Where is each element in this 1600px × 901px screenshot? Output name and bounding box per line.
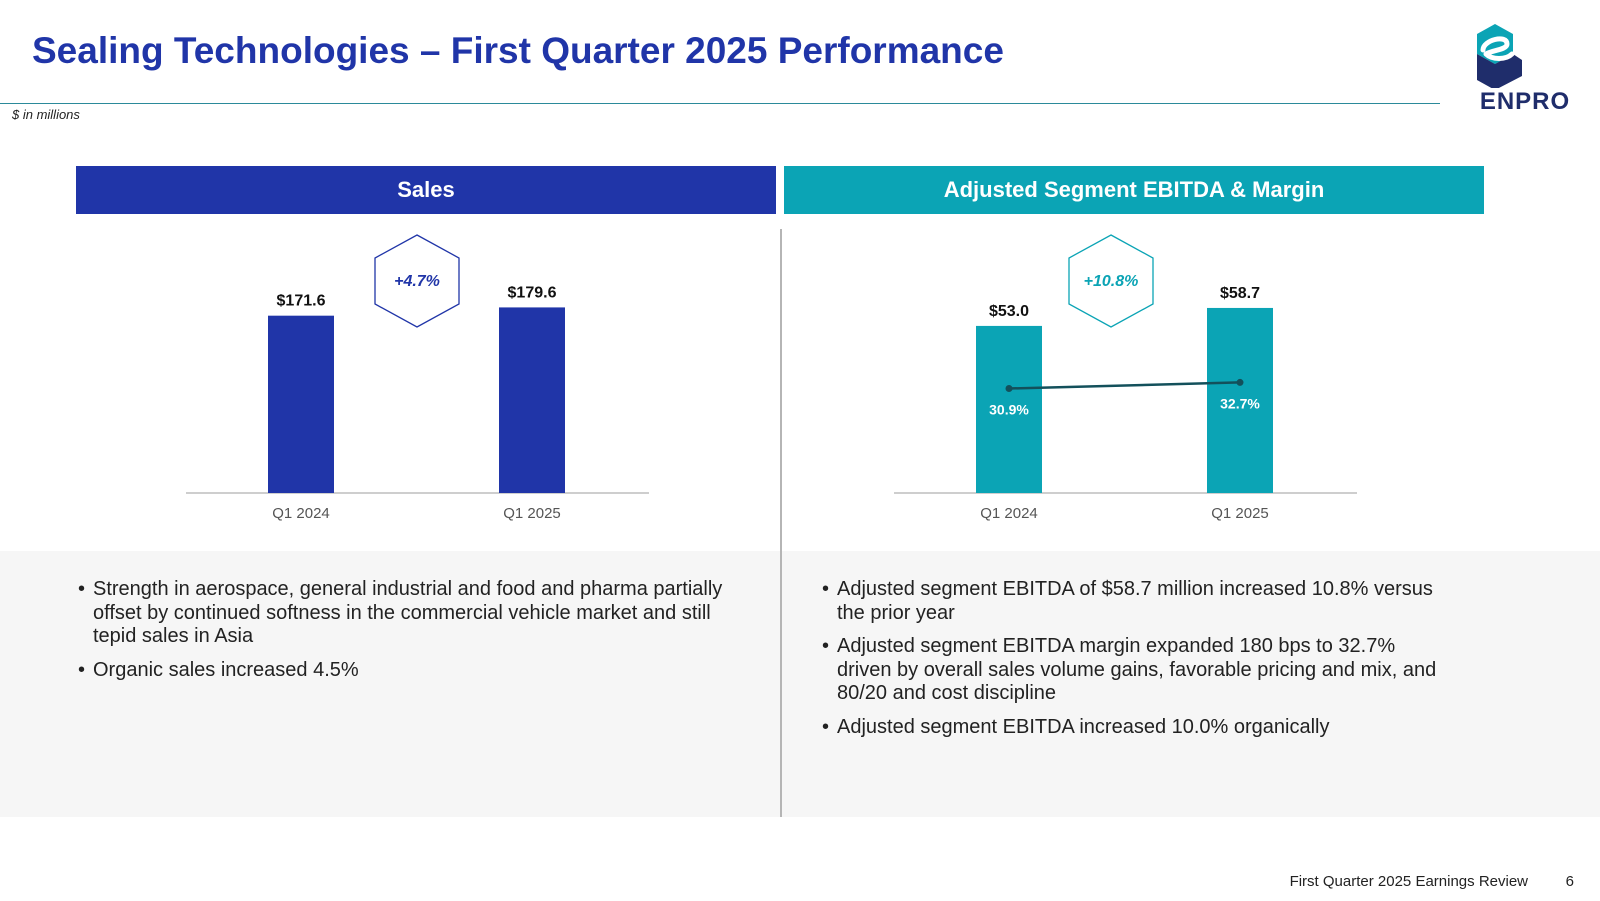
bar-value-label: $53.0 bbox=[989, 303, 1029, 320]
growth-label: +10.8% bbox=[1084, 273, 1139, 290]
panel-divider bbox=[780, 229, 782, 817]
logo-wordmark: ENPRO bbox=[1479, 88, 1571, 115]
page-number: 6 bbox=[1565, 873, 1574, 890]
x-tick-label: Q1 2025 bbox=[1211, 505, 1269, 522]
bar bbox=[1207, 307, 1273, 493]
units-note: $ in millions bbox=[12, 107, 80, 122]
ebitda-panel-header: Adjusted Segment EBITDA & Margin bbox=[784, 166, 1484, 214]
bar bbox=[976, 325, 1042, 493]
bar-value-label: $171.6 bbox=[277, 293, 326, 310]
ebitda-bullet: Adjusted segment EBITDA increased 10.0% … bbox=[822, 716, 1452, 740]
enpro-logo-icon bbox=[1477, 24, 1522, 90]
x-tick-label: Q1 2024 bbox=[272, 505, 330, 522]
margin-label: 32.7% bbox=[1220, 395, 1260, 411]
logo-e-mark bbox=[1480, 36, 1515, 61]
bar-value-label: $179.6 bbox=[508, 284, 557, 301]
enpro-logo: ENPRO bbox=[1462, 20, 1588, 120]
bar bbox=[499, 307, 565, 493]
ebitda-bullet: Adjusted segment EBITDA of $58.7 million… bbox=[822, 578, 1452, 625]
sales-bullet: Strength in aerospace, general industria… bbox=[78, 578, 738, 649]
sales-bullet-list: Strength in aerospace, general industria… bbox=[78, 578, 738, 692]
bar bbox=[268, 315, 334, 493]
margin-point bbox=[1005, 385, 1013, 393]
sales-chart: $171.6 Q1 2024 $179.6 Q1 2025 +4.7% bbox=[186, 234, 649, 522]
sales-bullet: Organic sales increased 4.5% bbox=[78, 659, 738, 683]
margin-label: 30.9% bbox=[989, 402, 1029, 418]
ebitda-bullet: Adjusted segment EBITDA margin expanded … bbox=[822, 635, 1452, 706]
margin-point bbox=[1236, 378, 1244, 386]
growth-hexagon bbox=[1068, 234, 1154, 328]
x-tick-label: Q1 2024 bbox=[980, 505, 1038, 522]
title-divider bbox=[0, 103, 1440, 104]
logo-hex-bottom bbox=[1477, 54, 1522, 90]
page-title: Sealing Technologies – First Quarter 202… bbox=[32, 30, 1004, 71]
margin-line bbox=[1008, 381, 1241, 390]
growth-label: +4.7% bbox=[394, 273, 440, 290]
sales-panel-header: Sales bbox=[76, 166, 776, 214]
x-tick-label: Q1 2025 bbox=[503, 505, 561, 522]
growth-hexagon bbox=[374, 234, 460, 328]
ebitda-bullet-list: Adjusted segment EBITDA of $58.7 million… bbox=[822, 578, 1452, 749]
ebitda-chart: $53.0 Q1 2024 $58.7 Q1 2025 30.9% 32.7% +10.8% bbox=[894, 234, 1357, 522]
bar-value-label: $58.7 bbox=[1220, 285, 1260, 302]
footer-title: First Quarter 2025 Earnings Review bbox=[1289, 873, 1528, 890]
